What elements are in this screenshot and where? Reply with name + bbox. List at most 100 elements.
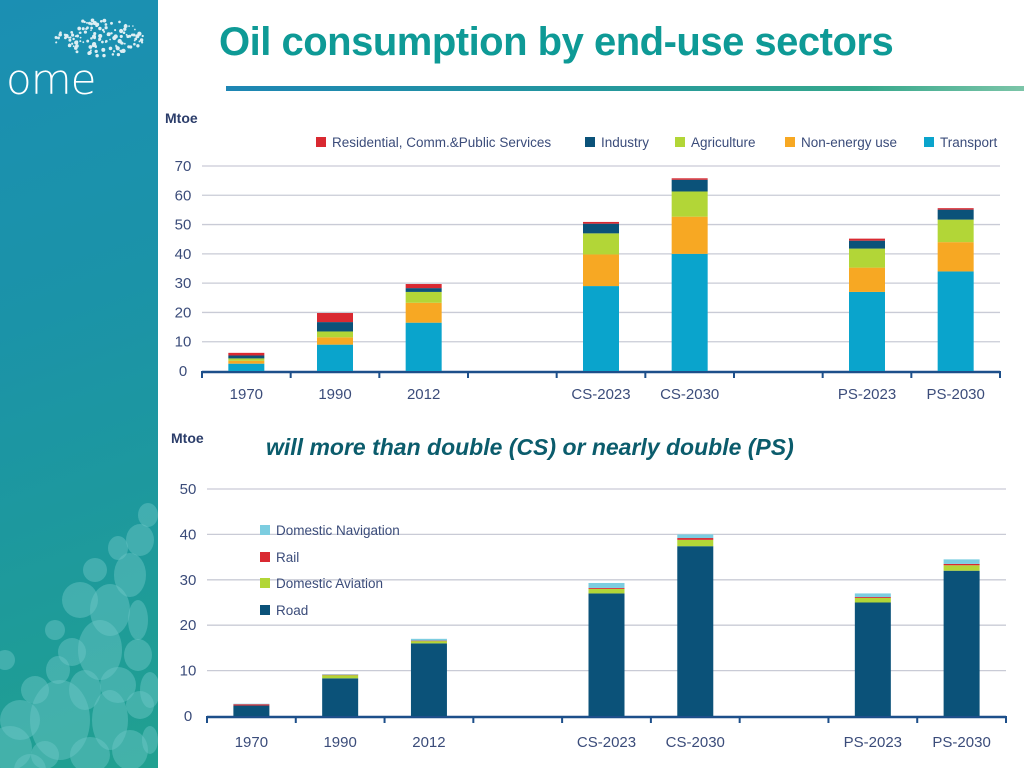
bar-segment-residential-comm-public-services [228,352,265,356]
bar-segment-transport [405,322,442,371]
bubble [126,524,154,556]
bar-segment-industry [228,355,265,359]
sidebar-banner: ome [0,0,158,768]
bubble [0,650,15,670]
bubble [21,676,49,704]
bar-segment-road [854,602,891,716]
bubble [100,667,136,703]
x-tick-label: 1970 [230,386,263,403]
bar-segment-road [677,546,714,716]
bubble [112,730,148,768]
y-tick-label: 30 [180,572,197,589]
legend-swatch [260,552,270,562]
x-tick-label: 1990 [323,734,356,751]
y-axis-unit-label: Mtoe [171,430,204,446]
bar-segment-non-energy-use [849,267,885,292]
bar-segment-domestic-navigation [233,703,270,705]
bar-segment-rail [677,538,714,540]
bar-segment-non-energy-use [228,360,265,364]
bubble [90,584,130,636]
legend-swatch [585,137,595,147]
x-tick-label: CS-2030 [666,734,725,751]
logo-text: ome [6,55,96,104]
bar-segment-domestic-navigation [677,534,714,539]
bar-segment-road [322,678,359,716]
bar-segment-domestic-navigation [943,559,980,564]
bar-segment-transport [583,286,619,371]
bubble [108,536,128,560]
legend-swatch [260,605,270,615]
bar-segment-residential-comm-public-services [583,221,619,224]
legend-swatch [260,525,270,535]
x-tick-label: 2012 [412,734,445,751]
bar-segment-industry [937,209,974,220]
y-tick-label: 40 [175,246,192,263]
x-tick-label: CS-2023 [571,386,630,403]
bubble [128,600,148,640]
legend-swatch [924,137,934,147]
title-rule [226,86,1024,91]
legend-label: Domestic Aviation [276,576,383,591]
bubble [140,672,158,708]
bar-segment-industry [317,322,353,332]
bar-segment-agriculture [937,219,974,243]
y-tick-label: 30 [175,275,192,292]
bar-segment-non-energy-use [937,242,974,272]
bar-segment-domestic-aviation [943,565,980,571]
bubble [70,737,110,768]
x-tick-label: PS-2023 [838,386,896,403]
bubble [124,639,152,671]
y-tick-label: 50 [175,217,192,234]
y-axis-unit-label: Mtoe [165,110,198,126]
bar-segment-transport [937,271,974,371]
bar-segment-non-energy-use [405,302,442,323]
y-tick-label: 10 [180,663,197,680]
bar-segment-residential-comm-public-services [937,208,974,210]
bar-segment-rail [943,563,980,566]
y-tick-label: 60 [175,187,192,204]
bubble [30,680,90,760]
bar-segment-domestic-aviation [410,641,447,644]
bubble [62,582,98,618]
bubble [0,726,32,768]
bar-segment-road [943,570,980,716]
bubble [83,558,107,582]
bar-segment-domestic-navigation [410,638,447,641]
bubble [142,726,158,754]
bar-segment-domestic-navigation [854,593,891,598]
x-tick-label: 1990 [318,386,351,403]
bar-segment-domestic-aviation [854,597,891,603]
bubble [138,503,158,527]
bar-segment-residential-comm-public-services [849,238,885,241]
bar-segment-domestic-aviation [677,539,714,547]
x-tick-label: PS-2030 [926,386,984,403]
legend-label: Transport [940,135,998,150]
bar-segment-residential-comm-public-services [671,178,708,180]
bar-segment-transport [849,291,885,371]
x-tick-label: PS-2023 [844,734,902,751]
chart-subtitle: will more than double (CS) or nearly dou… [266,434,794,460]
bubble [92,690,128,750]
bar-segment-agriculture [849,248,885,268]
bar-segment-industry [405,288,442,292]
y-tick-label: 10 [175,334,192,351]
page-title: Oil consumption by end-use sectors [219,20,894,64]
bubble [45,620,65,640]
bar-segment-industry [671,179,708,192]
bar-segment-agriculture [405,291,442,303]
bar-segment-road [233,705,270,716]
legend-label: Agriculture [691,135,756,150]
bubble [78,620,122,680]
y-tick-label: 0 [179,363,187,380]
bar-segment-rail [233,704,270,706]
x-tick-label: 1970 [235,734,268,751]
bar-segment-residential-comm-public-services [405,284,442,289]
x-tick-label: CS-2030 [660,386,719,403]
bar-segment-transport [671,253,708,371]
bar-segment-non-energy-use [671,216,708,254]
y-tick-label: 20 [175,304,192,321]
bar-segment-industry [583,223,619,234]
x-tick-label: 2012 [407,386,440,403]
bar-segment-rail [854,597,891,598]
bar-segment-industry [849,240,885,249]
